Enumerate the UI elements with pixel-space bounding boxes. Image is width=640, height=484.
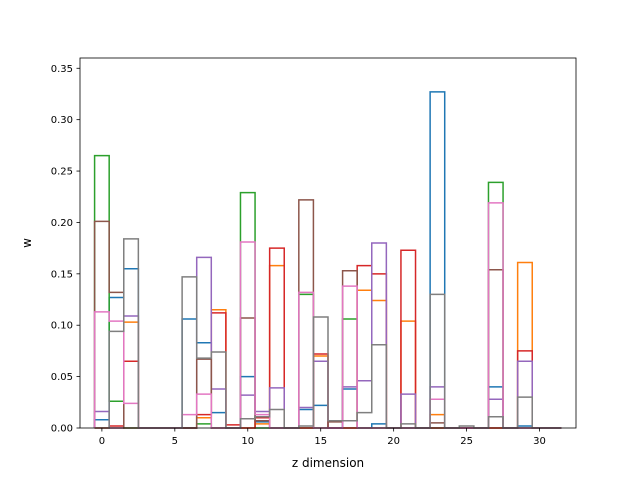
x-tick-label: 20 (387, 436, 400, 447)
x-tick-label: 15 (314, 436, 327, 447)
y-tick-label: 0.00 (51, 424, 73, 435)
plot-frame (79, 57, 577, 429)
y-tick-label: 0.25 (51, 167, 73, 178)
y-axis-ticks: 0.00 0.05 0.10 0.15 0.20 0.25 0.30 0.35 (51, 64, 80, 435)
x-tick-label: 25 (460, 436, 473, 447)
x-tick-label: 5 (172, 436, 178, 447)
y-tick-label: 0.05 (51, 372, 73, 383)
y-tick-label: 0.10 (51, 321, 73, 332)
x-tick-label: 0 (99, 436, 105, 447)
y-tick-label: 0.20 (51, 218, 73, 229)
x-tick-label: 10 (241, 436, 254, 447)
x-axis-label: z dimension (292, 456, 364, 470)
y-tick-label: 0.15 (51, 269, 73, 280)
x-tick-label: 30 (533, 436, 546, 447)
y-tick-label: 0.35 (51, 64, 73, 75)
y-axis-label: w (20, 238, 34, 248)
y-tick-label: 0.30 (51, 115, 73, 126)
x-axis-ticks: 0 5 10 15 20 25 30 (99, 428, 546, 447)
